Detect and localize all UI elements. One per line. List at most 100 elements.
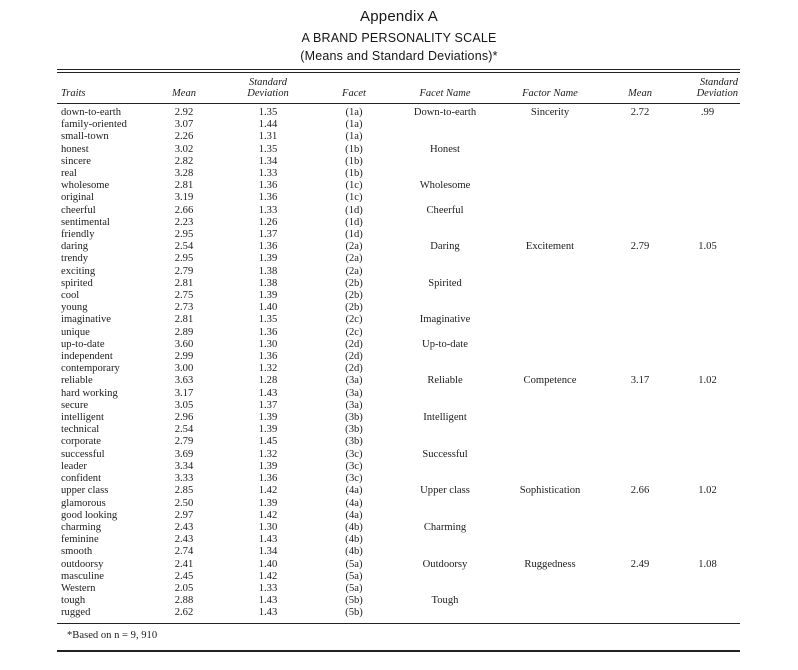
value-cell: 2.41 [174, 558, 194, 570]
table-row: glamorous 2.50 1.39 (4a) [57, 498, 740, 510]
value-cell [395, 327, 495, 339]
value-cell: 2.75 [174, 290, 194, 302]
value-cell: 1.43 [258, 534, 278, 546]
table-row: cheerful 2.66 1.33 (1d) Cheerful [57, 205, 740, 217]
value-cell: 1.39 [258, 497, 278, 509]
value-cell [605, 339, 675, 351]
value-cell: 1.39 [258, 412, 278, 424]
value-cell: 3.05 [174, 399, 194, 411]
value-cell: 2.97 [174, 509, 194, 521]
value-cell [675, 302, 740, 314]
column-header: Factor Name [495, 71, 605, 104]
table-row: charming 2.43 1.30 (4b) Charming [57, 522, 740, 534]
value-cell [605, 522, 675, 534]
value-cell: (3b) [345, 412, 363, 424]
value-cell: (2b) [345, 290, 363, 302]
value-cell [675, 351, 740, 363]
trait-cell: glamorous [61, 497, 106, 509]
trait-cell: reliable [61, 375, 93, 387]
value-cell [675, 253, 740, 265]
table-row: intelligent 2.96 1.39 (3b) Intelligent [57, 412, 740, 424]
brand-personality-table-wrap: Traits Mean Standard Deviation Facet Facet N… [57, 69, 740, 652]
value-cell: Honest [429, 143, 460, 155]
value-cell: 1.38 [258, 277, 278, 289]
value-cell: 3.34 [174, 460, 194, 472]
table-row: daring 2.54 1.36 (2a) Daring Excitement 2.79 1.… [57, 241, 740, 253]
value-cell: 2.81 [174, 180, 194, 192]
trait-cell: wholesome [61, 180, 110, 192]
value-cell: 2.95 [174, 229, 194, 241]
value-cell [495, 266, 605, 278]
table-footnote: *Based on n = 9, 910 [57, 622, 740, 652]
value-cell: 2.72 [630, 107, 650, 118]
value-cell [675, 571, 740, 583]
value-cell [395, 266, 495, 278]
value-cell: (2c) [345, 326, 363, 338]
value-cell [605, 546, 675, 558]
value-cell: 2.50 [174, 497, 194, 509]
value-cell [395, 436, 495, 448]
trait-cell: masculine [61, 570, 104, 582]
table-row: imaginative 2.81 1.35 (2c) Imaginative [57, 314, 740, 326]
column-header: Traits [57, 71, 145, 104]
value-cell: 1.26 [258, 216, 278, 228]
table-row: wholesome 2.81 1.36 (1c) Wholesome [57, 180, 740, 192]
value-cell [395, 192, 495, 204]
value-cell [605, 461, 675, 473]
value-cell: (1b) [345, 168, 363, 180]
value-cell: (3b) [345, 436, 363, 448]
table-row: contemporary 3.00 1.32 (2d) [57, 363, 740, 375]
value-cell [395, 253, 495, 265]
value-cell [675, 522, 740, 534]
value-cell: (1a) [345, 107, 363, 118]
value-cell [495, 290, 605, 302]
value-cell: 1.34 [258, 546, 278, 558]
value-cell: 2.81 [174, 314, 194, 326]
value-cell: (2a) [345, 265, 363, 277]
value-cell [605, 290, 675, 302]
value-cell [675, 168, 740, 180]
trait-cell: cheerful [61, 204, 96, 216]
value-cell: .99 [700, 107, 715, 118]
value-cell: 1.36 [258, 473, 278, 485]
value-cell [395, 510, 495, 522]
trait-cell: smooth [61, 546, 93, 558]
scale-subtitle: (Means and Standard Deviations)* [300, 49, 498, 63]
value-cell [605, 473, 675, 485]
value-cell: 1.42 [258, 485, 278, 497]
value-cell: (1a) [345, 119, 363, 131]
value-cell: Down-to-earth [413, 107, 477, 118]
value-cell: 3.17 [174, 387, 194, 399]
value-cell [495, 607, 605, 622]
value-cell: Sophistication [519, 485, 581, 497]
appendix-title: Appendix A [360, 8, 438, 25]
value-cell [495, 498, 605, 510]
value-cell [395, 534, 495, 546]
value-cell: 1.35 [258, 107, 278, 118]
value-cell: (4a) [345, 485, 363, 497]
table-row: rugged 2.62 1.43 (5b) [57, 607, 740, 622]
value-cell [605, 278, 675, 290]
value-cell [675, 314, 740, 326]
value-cell [675, 534, 740, 546]
value-cell [395, 583, 495, 595]
value-cell: (3a) [345, 375, 363, 387]
trait-cell: honest [61, 143, 89, 155]
value-cell [605, 205, 675, 217]
trait-cell: real [61, 168, 77, 180]
trait-cell: contemporary [61, 363, 120, 375]
value-cell: 1.40 [258, 558, 278, 570]
value-cell [495, 205, 605, 217]
value-cell: 2.79 [630, 241, 650, 253]
value-cell [495, 253, 605, 265]
value-cell: 1.42 [258, 509, 278, 521]
value-cell [495, 461, 605, 473]
value-cell: 1.40 [258, 302, 278, 314]
value-cell [605, 144, 675, 156]
table-body: down-to-earth 2.92 1.35 (1a) Down-to-earth Si… [57, 104, 740, 623]
value-cell: (2b) [345, 302, 363, 314]
trait-cell: sentimental [61, 216, 110, 228]
value-cell: 1.36 [258, 351, 278, 363]
trait-cell: independent [61, 351, 113, 363]
value-cell [675, 449, 740, 461]
